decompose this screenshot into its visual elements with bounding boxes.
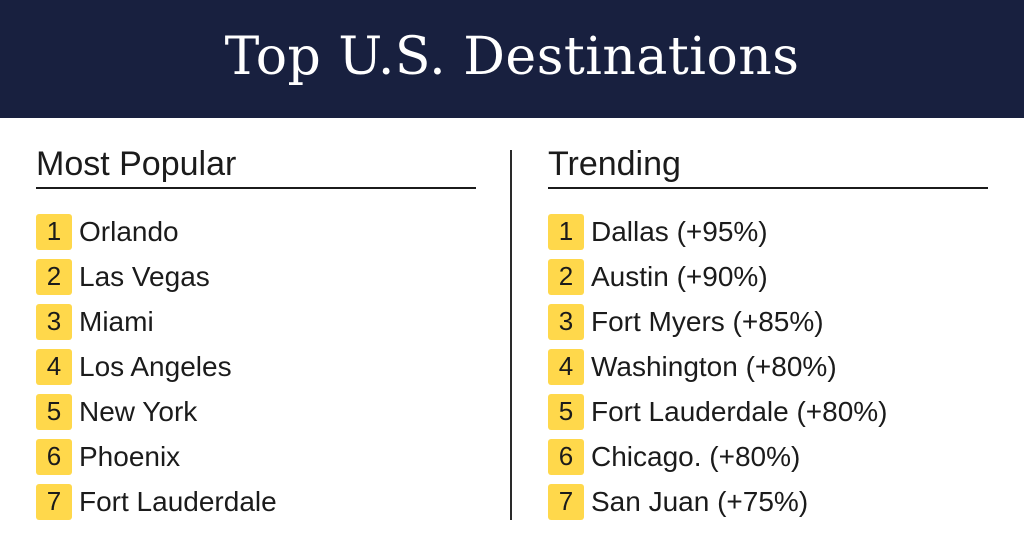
rank-badge: 7 (548, 483, 584, 520)
most-popular-heading: Most Popular (36, 145, 237, 183)
rank-badge: 6 (548, 438, 584, 475)
destination-label: Fort Lauderdale (+80%) (591, 395, 888, 427)
destination-label: San Juan (+75%) (591, 485, 809, 517)
rank-badge: 2 (36, 258, 72, 295)
list-item: 1 Dallas (+95%) (548, 209, 988, 254)
rank-badge: 4 (36, 348, 72, 385)
rank-badge: 1 (548, 213, 584, 250)
most-popular-column: Most Popular 1 Orlando 2 Las Vegas 3 Mia… (36, 142, 476, 524)
list-item: 4 Washington (+80%) (548, 344, 988, 389)
destination-label: Miami (79, 305, 154, 337)
list-item: 7 San Juan (+75%) (548, 479, 988, 524)
rank-badge: 3 (548, 303, 584, 340)
destination-label: Las Vegas (79, 260, 210, 292)
destination-label: Chicago. (+80%) (591, 440, 801, 472)
rank-badge: 1 (36, 213, 72, 250)
rank-badge: 5 (548, 393, 584, 430)
destination-label: Los Angeles (79, 350, 232, 382)
rank-badge: 3 (36, 303, 72, 340)
column-divider (510, 150, 512, 520)
rank-badge: 2 (548, 258, 584, 295)
rank-badge: 7 (36, 483, 72, 520)
destination-label: Dallas (+95%) (591, 215, 768, 247)
trending-list: 1 Dallas (+95%) 2 Austin (+90%) 3 Fort M… (548, 209, 988, 524)
list-item: 5 New York (36, 389, 476, 434)
heading-underline (36, 187, 476, 189)
list-item: 2 Austin (+90%) (548, 254, 988, 299)
destination-label: Austin (+90%) (591, 260, 768, 292)
trending-column: Trending 1 Dallas (+95%) 2 Austin (+90%)… (548, 142, 988, 524)
title-banner: Top U.S. Destinations (0, 0, 1024, 118)
page-title: Top U.S. Destinations (224, 27, 800, 87)
list-item: 1 Orlando (36, 209, 476, 254)
list-item: 6 Chicago. (+80%) (548, 434, 988, 479)
list-item: 5 Fort Lauderdale (+80%) (548, 389, 988, 434)
list-item: 6 Phoenix (36, 434, 476, 479)
rank-badge: 4 (548, 348, 584, 385)
heading-underline (548, 187, 988, 189)
list-item: 7 Fort Lauderdale (36, 479, 476, 524)
destination-label: Orlando (79, 215, 179, 247)
list-item: 3 Fort Myers (+85%) (548, 299, 988, 344)
destination-label: Fort Lauderdale (79, 485, 277, 517)
rank-badge: 5 (36, 393, 72, 430)
most-popular-list: 1 Orlando 2 Las Vegas 3 Miami 4 Los Ange… (36, 209, 476, 524)
destination-label: Washington (+80%) (591, 350, 837, 382)
destination-label: Phoenix (79, 440, 181, 472)
list-item: 2 Las Vegas (36, 254, 476, 299)
list-item: 4 Los Angeles (36, 344, 476, 389)
destination-label: New York (79, 395, 198, 427)
trending-heading: Trending (548, 145, 681, 183)
list-item: 3 Miami (36, 299, 476, 344)
destination-label: Fort Myers (+85%) (591, 305, 824, 337)
rank-badge: 6 (36, 438, 72, 475)
